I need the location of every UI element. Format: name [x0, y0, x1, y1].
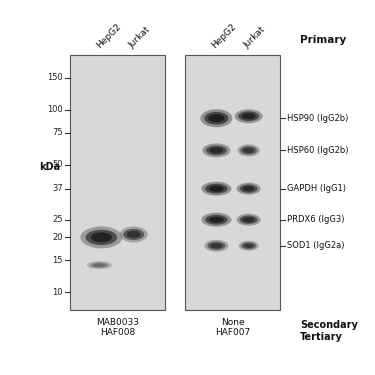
Ellipse shape — [238, 241, 259, 251]
Ellipse shape — [237, 183, 261, 195]
Ellipse shape — [237, 214, 261, 226]
Ellipse shape — [240, 184, 258, 193]
Ellipse shape — [240, 146, 257, 154]
Ellipse shape — [243, 217, 255, 222]
Ellipse shape — [209, 186, 224, 192]
Text: HepG2: HepG2 — [95, 22, 123, 50]
Text: 150: 150 — [47, 73, 63, 82]
Bar — [185, 55, 280, 310]
Ellipse shape — [87, 261, 112, 269]
Text: 50: 50 — [53, 160, 63, 170]
Ellipse shape — [209, 114, 224, 122]
Ellipse shape — [241, 242, 256, 249]
Ellipse shape — [207, 242, 225, 250]
Ellipse shape — [210, 243, 222, 249]
Ellipse shape — [204, 112, 228, 125]
Text: 100: 100 — [47, 105, 63, 114]
Ellipse shape — [123, 229, 144, 240]
Ellipse shape — [202, 143, 230, 158]
Text: 25: 25 — [53, 215, 63, 224]
Ellipse shape — [238, 144, 260, 156]
Ellipse shape — [244, 243, 254, 248]
Text: Jurkat: Jurkat — [242, 25, 267, 50]
Text: 37: 37 — [52, 184, 63, 193]
Text: None
HAF007: None HAF007 — [215, 318, 250, 338]
Text: 20: 20 — [53, 233, 63, 242]
Ellipse shape — [209, 217, 224, 223]
Ellipse shape — [201, 182, 231, 196]
Ellipse shape — [204, 240, 228, 252]
Ellipse shape — [238, 111, 259, 121]
Text: HSP90 (IgG2b): HSP90 (IgG2b) — [287, 114, 348, 123]
Ellipse shape — [235, 109, 262, 123]
Text: HSP60 (IgG2b): HSP60 (IgG2b) — [287, 146, 348, 155]
Ellipse shape — [243, 186, 255, 191]
Ellipse shape — [90, 262, 109, 268]
Ellipse shape — [120, 226, 148, 242]
Text: Primary: Primary — [300, 35, 346, 45]
Text: 10: 10 — [53, 288, 63, 297]
Text: 75: 75 — [53, 128, 63, 137]
Ellipse shape — [205, 215, 228, 225]
Text: 15: 15 — [53, 256, 63, 265]
Ellipse shape — [206, 146, 227, 155]
Text: GAPDH (IgG1): GAPDH (IgG1) — [287, 184, 346, 193]
Ellipse shape — [240, 216, 258, 224]
Text: SOD1 (IgG2a): SOD1 (IgG2a) — [287, 241, 345, 250]
Text: Secondary: Secondary — [300, 320, 358, 330]
Ellipse shape — [93, 263, 106, 267]
Ellipse shape — [200, 109, 232, 127]
Text: Jurkat: Jurkat — [127, 25, 152, 50]
Ellipse shape — [91, 232, 112, 242]
Ellipse shape — [242, 113, 256, 119]
Text: HepG2: HepG2 — [210, 22, 238, 50]
Text: PRDX6 (IgG3): PRDX6 (IgG3) — [287, 215, 345, 224]
Ellipse shape — [205, 184, 228, 194]
Ellipse shape — [86, 230, 117, 245]
Text: Tertiary: Tertiary — [300, 332, 343, 342]
Text: kDa: kDa — [39, 162, 61, 172]
Ellipse shape — [243, 148, 254, 153]
Ellipse shape — [80, 226, 122, 248]
Bar — [70, 55, 165, 310]
Ellipse shape — [127, 231, 141, 238]
Ellipse shape — [201, 213, 231, 227]
Ellipse shape — [209, 147, 224, 153]
Text: MAB0033
HAF008: MAB0033 HAF008 — [96, 318, 139, 338]
